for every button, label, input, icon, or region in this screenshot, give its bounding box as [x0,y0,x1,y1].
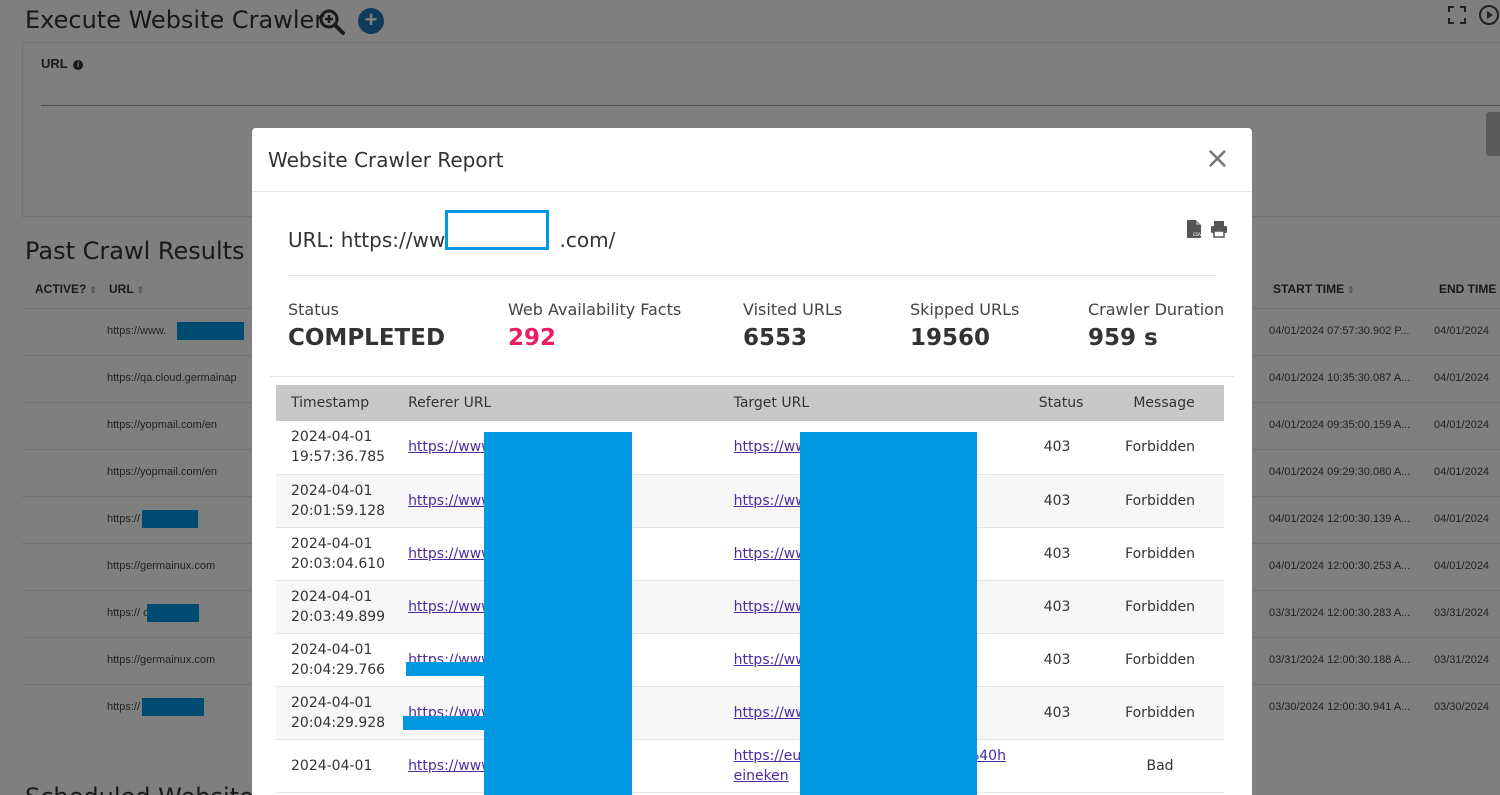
close-icon[interactable]: × [1204,141,1230,176]
message-cell: Forbidden [1104,527,1224,581]
timestamp-cell: 2024-04-01 19:57:36.785 [276,421,394,475]
stat-crawler-duration: Crawler Duration 959 s [1088,300,1224,351]
column-header-status[interactable]: Status [1018,385,1105,421]
column-header-referer-url[interactable]: Referer URL [393,385,719,421]
print-icon[interactable] [1210,220,1228,238]
timestamp-cell: 2024-04-01 20:03:04.610 [276,527,394,581]
stat-value: 6553 [743,325,808,351]
crawler-report-modal: Website Crawler Report × URL: https://ww… [252,128,1252,795]
divider [288,275,1216,276]
redaction-bar [484,432,632,795]
stat-label: Visited URLs [743,300,843,319]
column-header-target-url[interactable]: Target URL [718,385,1019,421]
message-cell: Forbidden [1104,421,1224,475]
message-cell: Forbidden [1104,474,1224,528]
stat-label: Skipped URLs [910,300,1020,319]
stat-value[interactable]: 292 [508,325,557,351]
report-table: Timestamp Referer URL Target URL Status … [276,385,1224,793]
status-cell: 403 [1018,527,1105,581]
message-cell: Forbidden [1104,686,1224,740]
column-header-timestamp[interactable]: Timestamp [276,385,394,421]
timestamp-cell: 2024-04-01 [276,739,394,793]
export-csv-icon[interactable]: csv [1185,219,1203,239]
stat-skipped-urls: Skipped URLs 19560 [910,300,1019,351]
timestamp-cell: 2024-04-01 20:01:59.128 [276,474,394,528]
redaction-bar [800,432,977,795]
message-cell: Forbidden [1104,633,1224,687]
redaction-bar [403,716,487,730]
status-cell: 403 [1018,474,1105,528]
status-cell: 403 [1018,421,1105,475]
redaction-box [445,210,549,250]
timestamp-cell: 2024-04-01 20:04:29.766 [276,633,394,687]
message-cell: Bad [1104,739,1224,793]
svg-text:csv: csv [1193,232,1202,238]
report-url: URL: https://www .com/ [288,228,615,252]
stat-value: COMPLETED [288,325,446,351]
stat-value: 19560 [910,325,991,351]
status-cell: 403 [1018,633,1105,687]
modal-title: Website Crawler Report [268,148,504,172]
stat-label: Crawler Duration [1088,300,1225,319]
stat-label: Status [288,300,339,319]
divider [270,376,1234,377]
stat-status: Status COMPLETED [288,300,445,351]
report-url-prefix: URL: https://www [288,228,462,252]
stat-value: 959 s [1088,325,1158,351]
table-row: 2024-04-01 20:03:04.610 https://www home h… [276,527,1224,581]
timestamp-cell: 2024-04-01 20:04:29.928 [276,686,394,740]
stat-label: Web Availability Facts [508,300,682,319]
modal-header: Website Crawler Report × [252,128,1252,192]
stat-web-availability-facts: Web Availability Facts 292 [508,300,681,351]
status-cell: 403 [1018,580,1105,634]
table-header-row: Timestamp Referer URL Target URL Status … [276,385,1224,421]
timestamp-cell: 2024-04-01 20:03:49.899 [276,580,394,634]
message-cell: Forbidden [1104,580,1224,634]
status-cell [1018,739,1105,793]
report-url-suffix: .com/ [559,228,616,252]
redaction-bar [406,662,490,676]
status-cell: 403 [1018,686,1105,740]
column-header-message[interactable]: Message [1104,385,1224,421]
stat-visited-urls: Visited URLs 6553 [743,300,842,351]
